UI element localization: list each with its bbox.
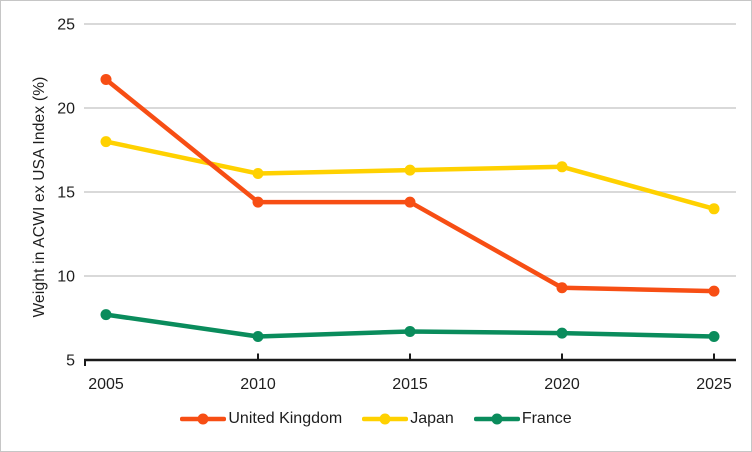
legend-item-france: France [473,410,572,428]
data-point-united-kingdom [404,196,416,208]
x-tick-label: 2020 [544,376,580,393]
x-tick-label: 2010 [240,376,276,393]
legend-label: United Kingdom [228,410,343,427]
data-point-france [252,330,264,342]
data-point-japan [252,168,264,180]
legend-label: Japan [410,410,454,427]
data-point-japan [100,136,112,148]
legend-marker-icon [180,413,227,425]
data-point-united-kingdom [708,285,720,297]
data-point-united-kingdom [556,282,568,294]
x-tick-label: 2005 [88,376,124,393]
legend-marker-icon [473,413,520,425]
data-point-japan [404,164,416,176]
x-tick-label: 2015 [392,376,428,393]
y-axis-title: Weight in ACWI ex USA Index (%) [31,76,48,318]
y-tick-label: 10 [57,269,75,286]
x-tick-label: 2025 [696,376,732,393]
data-point-france [404,325,416,337]
y-tick-label: 15 [57,185,75,202]
legend-item-japan: Japan [362,410,454,428]
data-point-japan [708,203,720,215]
data-point-united-kingdom [100,73,112,85]
data-point-france [556,327,568,339]
legend-marker-icon [362,413,409,425]
data-point-japan [556,161,568,173]
legend-label: France [521,410,572,427]
y-tick-label: 5 [66,353,75,370]
y-tick-label: 20 [57,101,75,118]
data-point-united-kingdom [252,196,264,208]
y-tick-label: 25 [57,17,75,34]
data-point-france [100,309,112,321]
legend: United Kingdom Japan France [1,405,751,433]
legend-item-united-kingdom: United Kingdom [180,410,342,428]
data-point-france [708,330,720,342]
